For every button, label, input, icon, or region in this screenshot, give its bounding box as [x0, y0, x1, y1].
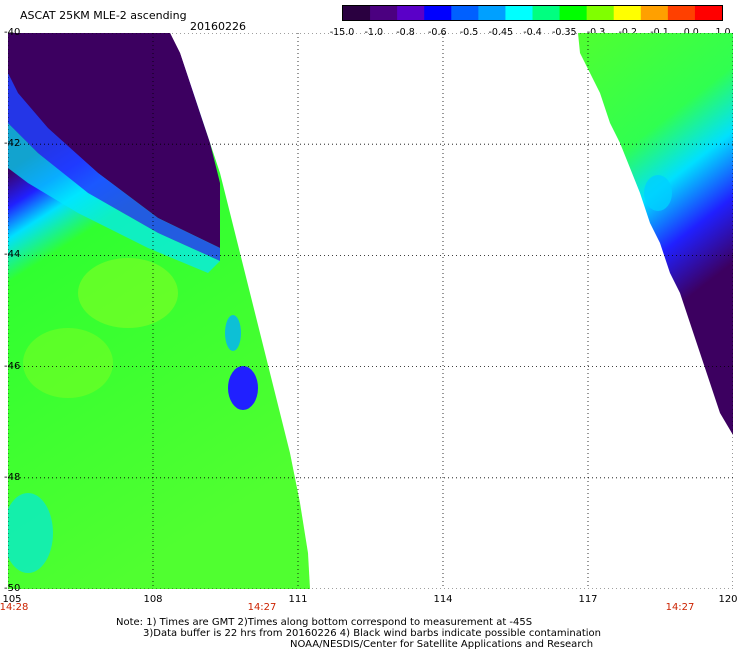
pass-time-label: 14:28	[0, 602, 29, 613]
colorbar-tick-label: -0.8	[396, 27, 415, 38]
colorbar-swatch	[505, 6, 533, 20]
right-swath	[578, 33, 733, 435]
pass-time-label: 14:27	[247, 602, 277, 613]
latitude-tick-label: -42	[4, 138, 21, 150]
latitude-tick-label: -40	[4, 27, 21, 38]
colorbar-tick-label: -15.0	[329, 27, 355, 38]
footer-note-2: 3)Data buffer is 22 hrs from 20160226 4)…	[143, 628, 601, 639]
left-blue-band	[8, 73, 220, 261]
longitude-tick-label: 105	[2, 594, 22, 605]
colorbar-tick-label: -0.1	[650, 27, 669, 38]
colorbar-tick-label: -1.0	[364, 27, 384, 38]
map-date: 20160226	[190, 20, 246, 33]
longitude-tick-label: 111	[288, 594, 308, 605]
colorbar-swatch	[694, 6, 722, 20]
longitude-tick-label: 108	[143, 594, 163, 605]
colorbar-tick-label: 0.0	[683, 27, 699, 38]
colorbar-swatch	[667, 6, 696, 20]
colorbar	[342, 5, 723, 21]
left-cyan-band	[8, 123, 220, 273]
colorbar-swatch	[370, 6, 398, 20]
colorbar-swatch	[343, 6, 371, 20]
colorbar-tick-label: -0.35	[551, 27, 577, 38]
longitude-tick-label: 114	[433, 594, 453, 605]
colorbar-tick-label: -0.3	[586, 27, 606, 38]
left-blue-patch	[228, 366, 258, 410]
footer-note-1: Note: 1) Times are GMT 2)Times along bot…	[116, 617, 533, 628]
colorbar-tick-label: -0.4	[523, 27, 542, 38]
lat-lon-grid	[8, 33, 733, 589]
colorbar-tick-label: -0.6	[427, 27, 447, 38]
latitude-labels: -40 -42 -44 -46 -48 -50	[0, 0, 30, 650]
colorbar-swatch	[478, 6, 506, 20]
longitude-tick-label: 117	[578, 594, 598, 605]
colorbar-tick-label: 1.0	[715, 27, 731, 38]
colorbar-tick-label: -0.2	[618, 27, 638, 38]
colorbar-tick-label: -0.5	[459, 27, 479, 38]
colorbar-swatch	[424, 6, 452, 20]
pass-time-label: 14:27	[665, 602, 695, 613]
colorbar-swatch	[613, 6, 642, 20]
footer-credit: NOAA/NESDIS/Center for Satellite Applica…	[290, 639, 594, 650]
swath-map	[8, 33, 733, 589]
left-dark-region	[8, 33, 220, 248]
colorbar-swatch	[640, 6, 669, 20]
latitude-tick-label: -48	[4, 471, 21, 483]
latitude-tick-label: -46	[4, 360, 21, 372]
latitude-tick-label: -50	[4, 583, 21, 594]
longitude-labels: 105 108 111 114 117 120 14:28 14:27 14:27	[0, 594, 738, 613]
colorbar-swatch	[397, 6, 425, 20]
map-title: ASCAT 25KM MLE-2 ascending	[20, 9, 187, 22]
colorbar-swatch	[451, 6, 479, 20]
longitude-tick-label: 120	[718, 594, 738, 605]
latitude-tick-label: -44	[4, 249, 21, 261]
colorbar-swatch	[532, 6, 561, 20]
colorbar-tick-label: -0.45	[488, 27, 514, 38]
colorbar-labels: -15.0 -1.0 -0.8 -0.6 -0.5 -0.45 -0.4 -0.35 -0.3 -…	[330, 27, 740, 39]
colorbar-swatch	[586, 6, 615, 20]
colorbar-swatch	[559, 6, 588, 20]
